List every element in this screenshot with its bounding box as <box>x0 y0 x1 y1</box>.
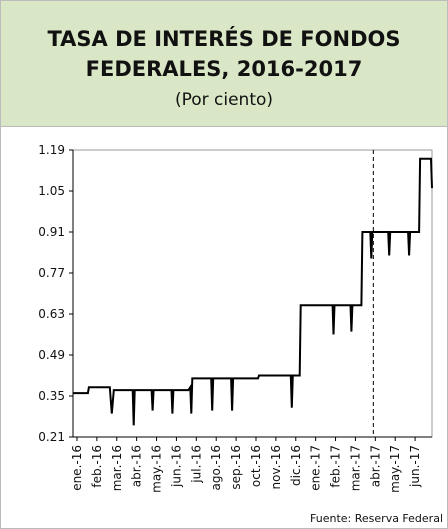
x-tick-label: may.-17 <box>388 445 402 493</box>
x-tick-label: abr.-17 <box>368 445 382 487</box>
x-tick-label: ene.-17 <box>309 445 323 491</box>
y-tick-label: 0.21 <box>38 430 65 444</box>
x-tick-label: may.-16 <box>150 445 164 493</box>
source: Fuente: Reserva Federal <box>310 512 443 525</box>
chart-subtitle: (Por ciento) <box>175 90 273 110</box>
y-tick-label: 0.91 <box>38 225 65 239</box>
x-tick-label: jun.-16 <box>169 445 183 488</box>
x-tick-label: dic.-16 <box>289 445 303 486</box>
y-tick-label: 1.05 <box>38 184 65 198</box>
y-tick-label: 0.49 <box>38 348 65 362</box>
y-tick-label: 1.19 <box>38 143 65 157</box>
x-tick-label: oct.-16 <box>249 445 263 487</box>
chart-title: FEDERALES, 2016-2017 <box>86 57 363 81</box>
y-tick-label: 0.77 <box>38 266 65 280</box>
x-tick-label: feb.-16 <box>90 445 104 488</box>
x-tick-label: mar.-17 <box>348 445 362 491</box>
chart-title: TASA DE INTERÉS DE FONDOS <box>47 26 400 51</box>
y-tick-label: 0.35 <box>38 389 65 403</box>
header <box>0 0 448 127</box>
x-tick-label: ago.-16 <box>209 445 223 491</box>
x-tick-label: sep.-16 <box>229 445 243 490</box>
x-tick-label: jun.-17 <box>408 445 422 488</box>
x-tick-label: ene.-16 <box>70 445 84 491</box>
y-tick-label: 0.63 <box>38 307 65 321</box>
line <box>73 157 433 426</box>
x-tick-label: nov.-16 <box>269 445 283 490</box>
x-tick-label: feb.-17 <box>329 445 343 488</box>
x-tick-label: jul.-16 <box>189 445 203 484</box>
x-tick-label: mar.-16 <box>110 445 124 491</box>
x-tick-label: abr.-16 <box>130 445 144 487</box>
